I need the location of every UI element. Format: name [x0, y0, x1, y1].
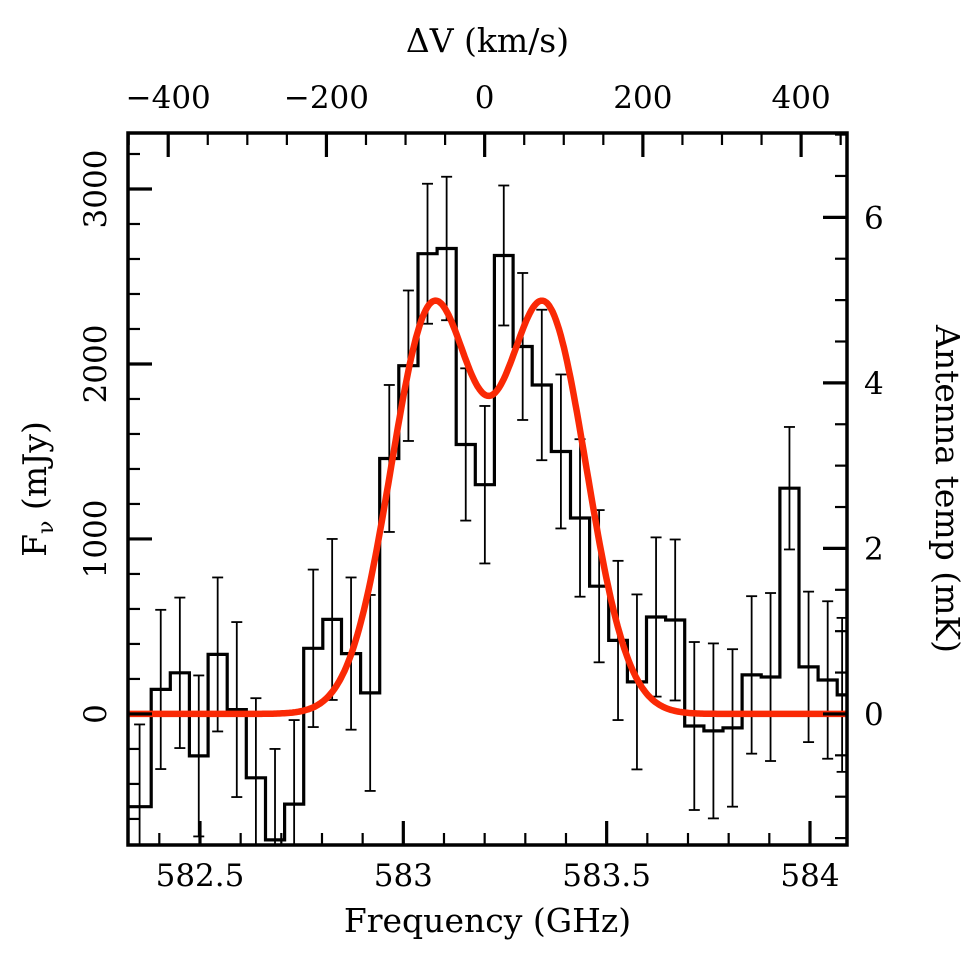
flux-tick-label: 2000 [78, 325, 114, 404]
temp-tick-label: 4 [864, 366, 884, 402]
velocity-tick-label: 200 [613, 80, 672, 116]
error-bars-layer [134, 175, 847, 845]
top-axis-title: ΔV (km/s) [406, 21, 569, 60]
right-axis-title: Antenna temp (mK) [928, 324, 967, 653]
axis-labels: 582.5 583 583.5 584 −400 −200 0 200 400 0 1000 2000… [15, 21, 967, 940]
axis-ticks [127, 133, 847, 845]
freq-tick-label: 584 [780, 858, 839, 894]
flux-tick-label: 1000 [78, 500, 114, 579]
freq-tick-label: 583.5 [562, 858, 651, 894]
model-fit-curve [128, 297, 847, 718]
bottom-axis-title: Frequency (GHz) [344, 901, 631, 940]
flux-tick-label: 3000 [78, 150, 114, 229]
left-axis-title: Fν (mJy) [15, 421, 59, 557]
velocity-tick-label: 400 [772, 80, 831, 116]
histogram-layer [128, 246, 847, 842]
model-curve-layer [128, 297, 847, 718]
plot-frame [126, 131, 849, 847]
velocity-tick-label: 0 [475, 80, 495, 116]
velocity-tick-label: −400 [126, 80, 211, 116]
plot-border [126, 131, 849, 847]
spectrum-histogram [128, 246, 847, 842]
temp-tick-label: 2 [864, 531, 884, 567]
freq-tick-label: 582.5 [156, 858, 245, 894]
freq-tick-label: 583 [374, 858, 433, 894]
flux-tick-label: 0 [78, 704, 114, 724]
temp-tick-label: 6 [864, 200, 884, 236]
velocity-tick-label: −200 [284, 80, 369, 116]
temp-tick-label: 0 [864, 697, 884, 733]
